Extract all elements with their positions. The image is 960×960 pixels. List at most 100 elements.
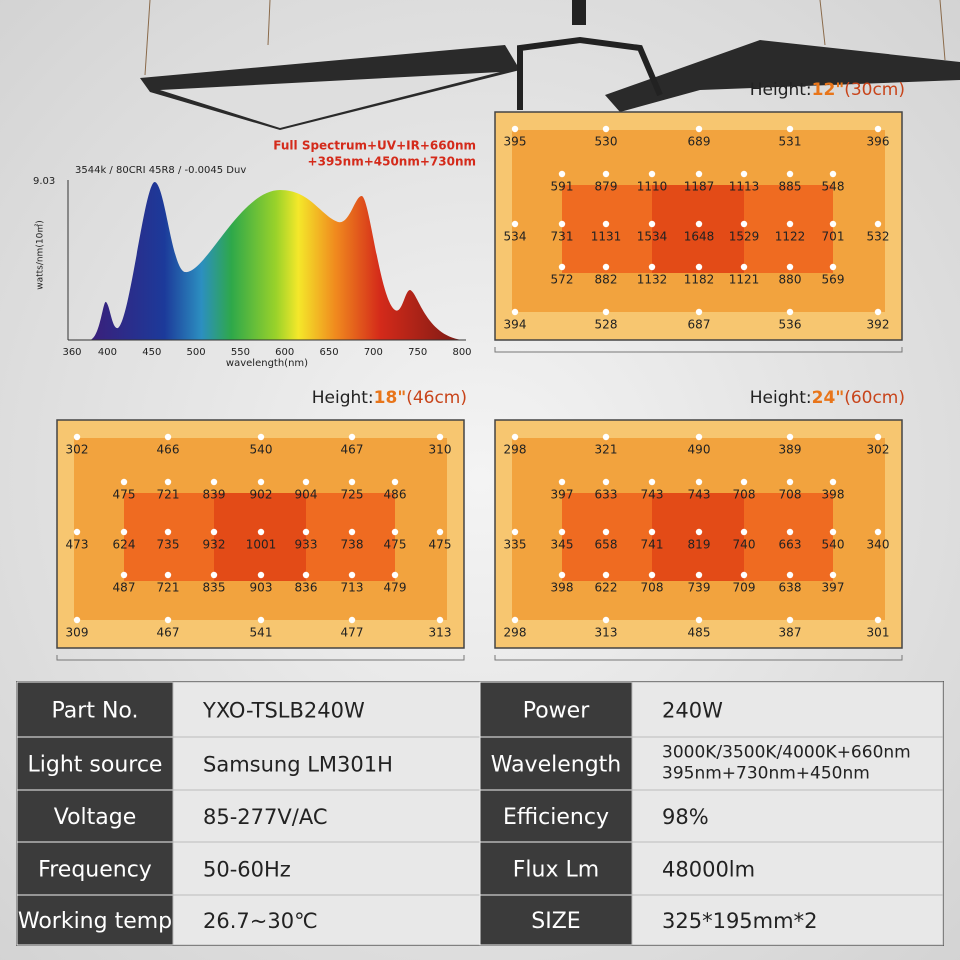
ppfd-value: 1187: [684, 180, 715, 194]
ppfd-value: 1529: [729, 230, 760, 244]
sensor-dot: [302, 478, 310, 486]
sensor-dot: [436, 528, 444, 536]
ppfd-value: 591: [551, 180, 574, 194]
sensor-dot: [786, 220, 794, 228]
value-cell: [631, 681, 944, 738]
height-label: Height:18"(46cm): [312, 388, 467, 408]
sensor-dot: [164, 571, 172, 579]
ppfd-value: 298: [504, 626, 527, 640]
height-metric: (46cm): [406, 388, 467, 408]
ppfd-value: 486: [384, 488, 407, 502]
sensor-dot: [695, 263, 703, 271]
ppfd-value: 345: [551, 538, 574, 552]
sensor-dot: [874, 220, 882, 228]
ppfd-value: 708: [779, 488, 802, 502]
label-text: Efficiency: [503, 805, 609, 830]
ppfd-value: 309: [66, 626, 89, 640]
sensor-dot: [511, 433, 519, 441]
sensor-dot: [210, 478, 218, 486]
sensor-dot: [558, 528, 566, 536]
sensor-dot: [436, 433, 444, 441]
label-text: Part No.: [52, 699, 139, 724]
ppfd-value: 1182: [684, 273, 715, 287]
ppfd-map: Height:24"(60cm) 298 321 490 389 302 397 633 743…: [494, 388, 905, 661]
note: 3544k / 80CRI 45R8 / -0.0045 Duv: [75, 165, 246, 176]
label-cell: [16, 894, 174, 946]
sensor-dot: [695, 528, 703, 536]
label-text: Frequency: [38, 858, 152, 883]
label-cell: [479, 736, 633, 791]
height-label: Height:12"(30cm): [750, 80, 905, 100]
ppfd-value: 663: [779, 538, 802, 552]
ppfd-value: 1110: [637, 180, 668, 194]
ppfd-value: 885: [779, 180, 802, 194]
value-text: 240W: [662, 699, 723, 723]
sensor-dot: [829, 478, 837, 486]
sensor-dot: [558, 478, 566, 486]
ppfd-value: 540: [250, 443, 273, 457]
value-text: 48000lm: [662, 858, 755, 882]
height-label: Height:: [312, 388, 374, 408]
sensor-dot: [120, 528, 128, 536]
value-cell: [172, 789, 481, 843]
sensor-dot: [740, 478, 748, 486]
ppfd-value: 466: [157, 443, 180, 457]
ppfd-value: 397: [551, 488, 574, 502]
ppfd-value: 490: [688, 443, 711, 457]
sensor-dot: [602, 528, 610, 536]
ppfd-value: 340: [867, 538, 890, 552]
ppfd-value: 738: [341, 538, 364, 552]
sensor-dot: [695, 170, 703, 178]
sensor-dot: [120, 478, 128, 486]
ppfd-value: 624: [113, 538, 136, 552]
label-cell: [479, 789, 633, 843]
value-cell: [631, 841, 944, 896]
sensor-dot: [829, 170, 837, 178]
sensor-dot: [602, 170, 610, 178]
bracket: [56, 655, 465, 661]
ppfd-value: 1113: [729, 180, 760, 194]
sensor-dot: [695, 220, 703, 228]
sensor-dot: [257, 616, 265, 624]
value-text: 325*195mm*2: [662, 909, 817, 933]
ppfd-value: 530: [595, 135, 618, 149]
sensor-dot: [164, 616, 172, 624]
ppfd-value: 735: [157, 538, 180, 552]
ppfd-value: 725: [341, 488, 364, 502]
ppfd-value: 302: [66, 443, 89, 457]
sensor-dot: [73, 433, 81, 441]
x-tick-label: 800: [452, 347, 471, 358]
ppfd-map: Height:18"(46cm) 302 466 540 467 310 475 721 839…: [56, 388, 467, 661]
y-axis-label: watts/nm(10㎡): [35, 220, 46, 290]
label-text: Wavelength: [491, 753, 622, 778]
sensor-dot: [558, 170, 566, 178]
label-text: SIZE: [531, 909, 580, 934]
ppfd-value: 689: [688, 135, 711, 149]
ppfd-value: 313: [429, 626, 452, 640]
sensor-dot: [740, 220, 748, 228]
sensor-dot: [786, 125, 794, 133]
spectrum-chart: Full Spectrum+UV+IR+660nm +395nm+450nm+7…: [33, 139, 476, 370]
sensor-dot: [257, 433, 265, 441]
ppfd-value: 541: [250, 626, 273, 640]
ppfd-value: 633: [595, 488, 618, 502]
ppfd-value: 743: [641, 488, 664, 502]
ppfd-value: 658: [595, 538, 618, 552]
sensor-dot: [648, 220, 656, 228]
ppfd-value: 485: [688, 626, 711, 640]
sensor-dot: [786, 478, 794, 486]
x-tick-label: 360: [62, 347, 81, 358]
sensor-dot: [302, 571, 310, 579]
ppfd-value: 902: [250, 488, 273, 502]
sensor-dot: [786, 616, 794, 624]
value-cell: [631, 894, 944, 946]
sensor-dot: [740, 571, 748, 579]
sensor-dot: [602, 263, 610, 271]
height-label: Height:24"(60cm): [750, 388, 905, 408]
ppfd-value: 572: [551, 273, 574, 287]
ppfd-value: 335: [504, 538, 527, 552]
sensor-dot: [348, 478, 356, 486]
label-cell: [16, 841, 174, 896]
sensor-dot: [786, 170, 794, 178]
label-text: Working temp: [18, 909, 172, 934]
